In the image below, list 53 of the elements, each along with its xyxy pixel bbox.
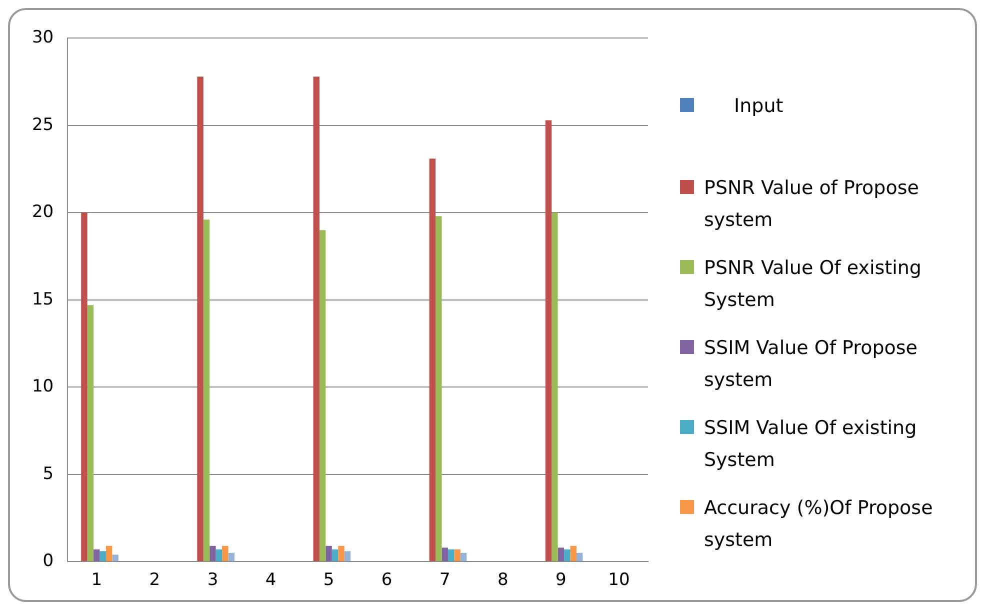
bar <box>344 551 351 562</box>
x-tick-label: 1 <box>91 570 102 590</box>
x-tick-label: 6 <box>381 570 392 590</box>
bar <box>442 548 448 562</box>
bar <box>564 549 570 562</box>
bar <box>319 230 326 562</box>
legend-label: PSNR Value Of existing System <box>704 256 922 313</box>
legend-label: PSNR Value of Propose system <box>704 176 920 233</box>
bar <box>338 546 344 562</box>
y-tick-label: 15 <box>32 289 54 310</box>
bar <box>203 220 210 562</box>
x-tick-label: 9 <box>556 570 566 590</box>
bar <box>576 552 583 562</box>
y-tick-label: 20 <box>32 202 54 222</box>
bar <box>228 552 234 562</box>
legend-label: Input <box>733 94 784 119</box>
bar <box>448 549 454 562</box>
bar <box>81 212 88 562</box>
bar <box>454 549 460 562</box>
x-tick-label: 4 <box>265 570 276 590</box>
legend-label: Accuracy (%)Of Propose system <box>704 496 934 553</box>
bar <box>436 216 442 562</box>
bar <box>100 551 106 562</box>
bar <box>112 554 118 562</box>
legend-label: SSIM Value Of Propose system <box>704 336 918 393</box>
y-tick-label: 30 <box>32 28 54 48</box>
y-tick-label: 25 <box>32 114 54 135</box>
x-tick-label: 8 <box>497 570 508 590</box>
bar <box>558 548 564 562</box>
bar <box>106 546 112 562</box>
bar <box>94 549 100 562</box>
bar <box>460 552 467 562</box>
bar <box>429 158 436 562</box>
x-tick-label: 3 <box>207 570 218 590</box>
bar <box>545 120 552 562</box>
y-tick-label: 0 <box>42 551 54 572</box>
x-tick-label: 2 <box>149 570 160 590</box>
x-tick-label: 5 <box>323 570 334 590</box>
bar <box>326 546 332 562</box>
bar <box>210 546 216 562</box>
x-tick-label: 7 <box>439 570 450 590</box>
bar <box>552 212 558 562</box>
legend-label: SSIM Value Of existing System <box>704 416 918 473</box>
bar <box>216 549 222 562</box>
bar <box>313 76 320 562</box>
bar <box>332 549 338 562</box>
x-tick-label: 10 <box>608 570 630 590</box>
bar <box>197 76 204 562</box>
bar <box>87 305 94 562</box>
y-tick-label: 5 <box>42 464 54 484</box>
y-tick-label: 10 <box>32 376 54 397</box>
bar <box>222 546 228 562</box>
bar <box>570 546 576 562</box>
